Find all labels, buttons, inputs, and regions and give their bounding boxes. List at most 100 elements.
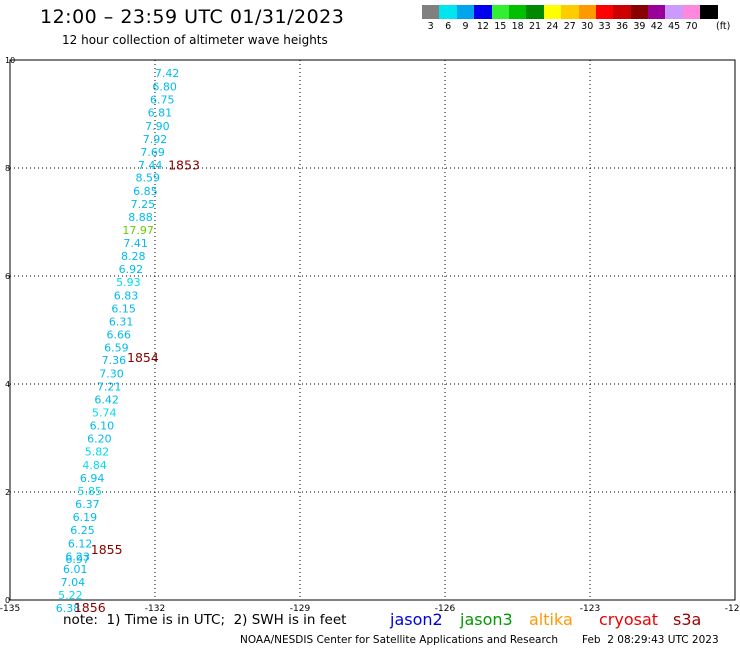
legend-swatch xyxy=(543,5,562,19)
y-tick-label: 6 xyxy=(5,272,10,281)
y-tick-label: 8 xyxy=(5,164,10,173)
legend-label: 15 xyxy=(494,21,507,32)
legend-swatch xyxy=(682,5,701,19)
legend-label: 18 xyxy=(511,21,524,32)
page-title: 12:00 – 23:59 UTC 01/31/2023 xyxy=(40,6,345,28)
wave-height-label: 6.01 xyxy=(63,563,88,576)
wave-height-label: 8.28 xyxy=(121,250,146,263)
y-tick-label: 2 xyxy=(5,488,10,497)
legend-unit: (ft) xyxy=(716,21,731,32)
wave-height-label: 6.31 xyxy=(109,315,134,328)
legend-labels: 3 6 9 12 15 18 21 24 27 30 33 36 39 42 45 70 xyxy=(422,21,700,32)
legend-swatch xyxy=(578,5,596,19)
y-tick-label: 4 xyxy=(5,380,10,389)
wave-height-label: 5.93 xyxy=(116,276,141,289)
legend-label: 70 xyxy=(685,21,698,32)
legend-label: 21 xyxy=(528,21,542,32)
wave-height-label: 7.44 xyxy=(138,159,163,172)
wave-height-label: 7.04 xyxy=(61,576,86,589)
legend-label: 12 xyxy=(476,21,489,32)
legend-swatch xyxy=(526,5,544,19)
wave-height-label: 7.42 xyxy=(155,67,180,80)
legend-label: 6 xyxy=(445,21,452,32)
legend-label: 33 xyxy=(598,21,611,32)
wave-height-label: 6.23 xyxy=(65,550,90,563)
legend-swatch xyxy=(491,5,509,19)
wave-height-label: 5.74 xyxy=(92,407,117,420)
note-text: note: 1) Time is in UTC; 2) SWH is in fe… xyxy=(63,612,347,628)
wave-height-label: 6.19 xyxy=(73,511,98,524)
legend-swatch xyxy=(439,5,457,19)
plot-frame xyxy=(9,59,736,601)
wave-height-label: 6.81 xyxy=(148,106,173,119)
x-tick-label: -123 xyxy=(580,604,600,614)
wave-height-label: 6.75 xyxy=(150,93,175,106)
wave-height-label: 7.25 xyxy=(131,198,156,211)
wave-height-label: 5.82 xyxy=(85,446,110,459)
legend-label: 42 xyxy=(650,21,663,32)
sat-label-cryosat: cryosat xyxy=(599,610,659,629)
sat-label-s3a: s3a xyxy=(673,610,702,629)
wave-height-label: 7.41 xyxy=(123,237,148,250)
legend-label: 24 xyxy=(546,21,559,32)
wave-height-label: 8.88 xyxy=(128,211,153,224)
wave-height-label: 7.36 xyxy=(102,354,127,367)
wave-height-label: 6.20 xyxy=(87,433,112,446)
wave-height-label: 7.21 xyxy=(97,381,122,394)
wave-height-label: 6.37 xyxy=(75,498,100,511)
y-tick-label: 0 xyxy=(5,596,10,605)
wave-height-label: 7.30 xyxy=(99,368,124,381)
timestamp-text: Feb 2 08:29:43 UTC 2023 xyxy=(582,634,719,646)
wave-height-label: 6.38 xyxy=(56,602,81,615)
color-legend xyxy=(422,5,718,19)
wave-height-label: 7.90 xyxy=(145,120,170,133)
x-tick-label: -135 xyxy=(0,604,20,614)
legend-label: 36 xyxy=(615,21,629,32)
sat-label-jason2: jason2 xyxy=(390,610,443,629)
legend-label: 9 xyxy=(462,21,469,32)
y-tick-label: 10 xyxy=(5,56,15,65)
page-subtitle: 12 hour collection of altimeter wave hei… xyxy=(62,33,328,47)
x-tick-label: -126 xyxy=(435,604,456,614)
sat-label-jason3: jason3 xyxy=(460,610,513,629)
wave-height-label: 6.42 xyxy=(94,394,119,407)
legend-swatch xyxy=(474,5,492,19)
wave-height-label: 6.97 xyxy=(65,553,90,566)
time-label: 1856 xyxy=(74,600,106,615)
wave-height-label: 5.22 xyxy=(58,589,83,602)
wave-height-label: 6.94 xyxy=(80,472,105,485)
time-label: 1855 xyxy=(91,542,123,557)
wave-height-label: 6.85 xyxy=(133,185,158,198)
legend-swatch xyxy=(508,5,527,19)
wave-height-label: 6.92 xyxy=(119,263,144,276)
wave-height-label: 5.85 xyxy=(78,485,103,498)
legend-swatch xyxy=(595,5,614,19)
legend-swatch xyxy=(648,5,666,19)
wave-height-label: 7.69 xyxy=(140,146,165,159)
wave-height-label: 6.10 xyxy=(90,420,115,433)
legend-label: 3 xyxy=(427,21,434,32)
wave-height-label: 4.84 xyxy=(82,459,107,472)
wave-height-label: 17.97 xyxy=(122,224,154,237)
time-label: 1853 xyxy=(168,157,200,172)
x-tick-label: -120 xyxy=(725,604,740,614)
wave-height-label: 6.15 xyxy=(111,302,136,315)
wave-height-label: 8.59 xyxy=(136,172,161,185)
legend-swatch xyxy=(561,5,579,19)
wave-height-label: 7.92 xyxy=(143,133,168,146)
wave-height-label: 6.59 xyxy=(104,341,129,354)
x-tick-label: -129 xyxy=(290,604,311,614)
credit-text: NOAA/NESDIS Center for Satellite Applica… xyxy=(240,634,558,646)
wave-height-label: 6.80 xyxy=(152,80,177,93)
legend-label: 27 xyxy=(563,21,576,32)
wave-height-label: 6.25 xyxy=(70,524,95,537)
legend-label: 30 xyxy=(581,21,594,32)
legend-swatch xyxy=(665,5,683,19)
legend-swatch xyxy=(456,5,475,19)
legend-swatch xyxy=(630,5,649,19)
legend-swatch xyxy=(422,5,440,19)
time-label: 1854 xyxy=(127,350,159,365)
legend-label: 45 xyxy=(668,21,681,32)
wave-height-label: 6.66 xyxy=(107,328,132,341)
